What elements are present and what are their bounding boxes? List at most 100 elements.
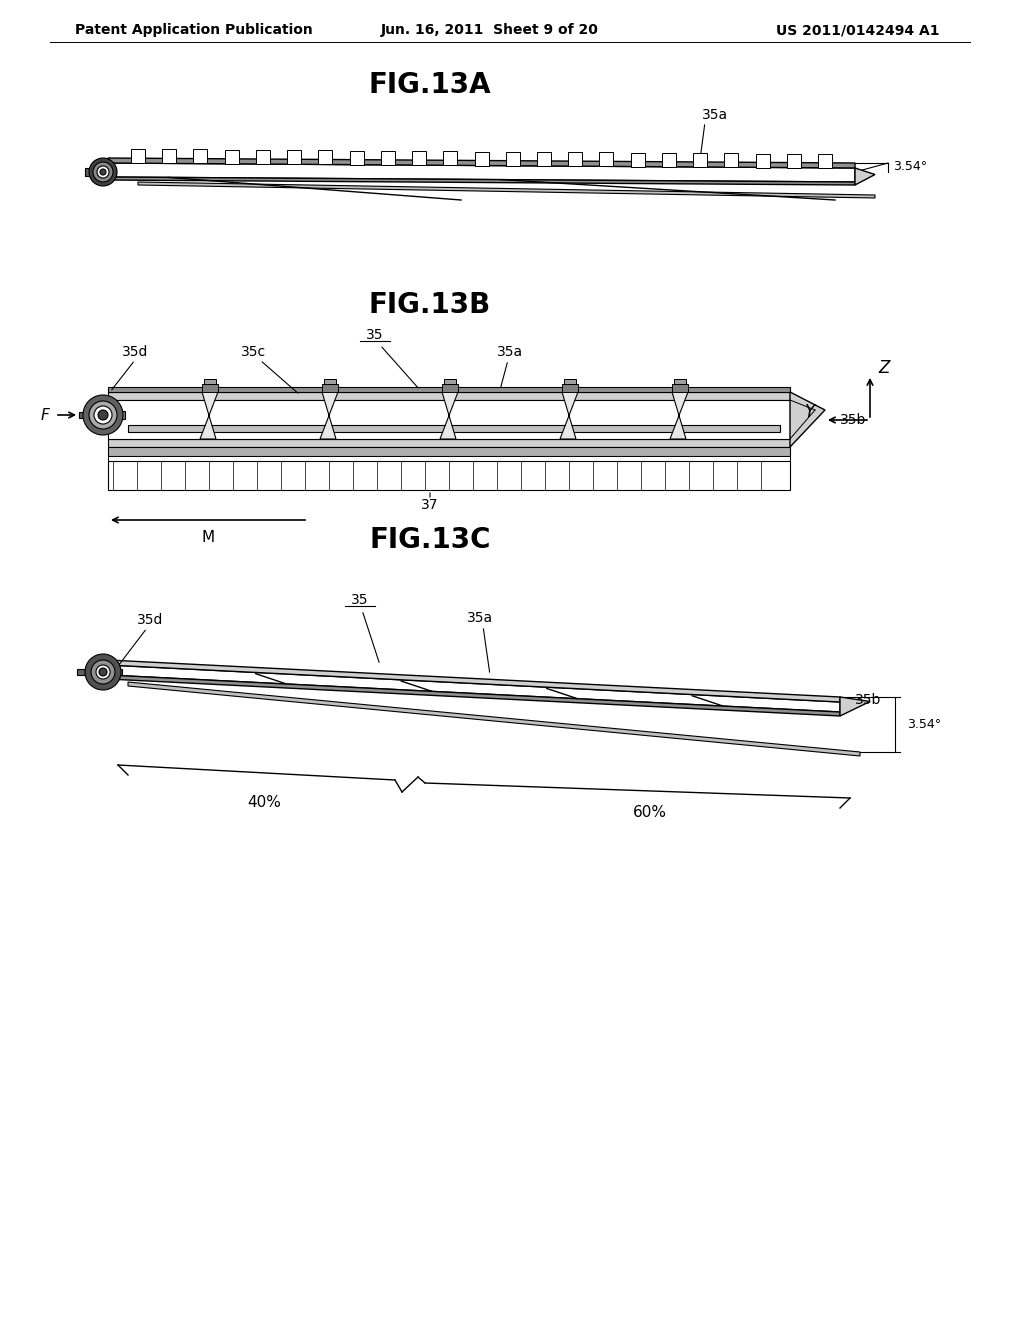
Circle shape (94, 407, 112, 424)
Text: 35a: 35a (701, 108, 728, 121)
Polygon shape (412, 150, 426, 165)
Text: 35c: 35c (241, 345, 265, 359)
Text: 35: 35 (367, 327, 384, 342)
Bar (108, 392, 790, 400)
Polygon shape (108, 660, 840, 702)
Bar (111, 411, 125, 418)
Text: 35d: 35d (122, 345, 148, 359)
Polygon shape (474, 152, 488, 165)
Text: FIG.13B: FIG.13B (369, 290, 492, 319)
Text: 35a: 35a (497, 345, 523, 359)
Polygon shape (138, 182, 874, 198)
Polygon shape (318, 150, 333, 165)
Text: 40%: 40% (247, 795, 281, 810)
Circle shape (97, 166, 109, 178)
Polygon shape (443, 152, 458, 165)
Polygon shape (855, 168, 874, 185)
Polygon shape (108, 162, 855, 182)
Bar (108, 461, 790, 490)
Polygon shape (131, 149, 145, 162)
Polygon shape (818, 154, 831, 168)
Polygon shape (506, 152, 520, 166)
Text: 3.54°: 3.54° (893, 161, 927, 173)
Polygon shape (224, 149, 239, 164)
Polygon shape (560, 392, 578, 440)
Bar (79, 412, 87, 418)
Bar (128, 425, 780, 432)
Polygon shape (381, 150, 395, 165)
Bar (202, 384, 218, 392)
Text: Y: Y (805, 403, 815, 421)
Polygon shape (287, 150, 301, 164)
Text: 35d: 35d (137, 612, 163, 627)
Polygon shape (662, 153, 676, 166)
Text: US 2011/0142494 A1: US 2011/0142494 A1 (776, 22, 940, 37)
Polygon shape (693, 153, 708, 168)
Circle shape (99, 668, 106, 676)
Text: Z: Z (878, 359, 890, 378)
Circle shape (96, 665, 110, 678)
Polygon shape (631, 153, 645, 166)
Circle shape (98, 411, 108, 420)
Polygon shape (790, 392, 825, 447)
Bar (674, 379, 686, 384)
Bar (444, 379, 456, 384)
Polygon shape (256, 150, 270, 164)
Bar (108, 455, 790, 461)
Text: M: M (202, 531, 215, 545)
Polygon shape (108, 177, 855, 185)
Bar (562, 384, 578, 392)
Polygon shape (108, 158, 855, 168)
Polygon shape (724, 153, 738, 168)
Text: Patent Application Publication: Patent Application Publication (75, 22, 312, 37)
Polygon shape (108, 675, 840, 715)
Polygon shape (670, 392, 688, 440)
Polygon shape (200, 392, 218, 440)
Circle shape (100, 169, 106, 176)
Polygon shape (440, 392, 458, 440)
Polygon shape (756, 153, 770, 168)
Circle shape (93, 162, 113, 182)
Bar (108, 440, 790, 447)
Bar (564, 379, 575, 384)
Polygon shape (840, 697, 870, 715)
Polygon shape (568, 152, 583, 166)
Bar (322, 384, 338, 392)
Text: 37: 37 (421, 498, 438, 512)
Polygon shape (319, 392, 338, 440)
Polygon shape (162, 149, 176, 164)
Text: FIG.13C: FIG.13C (370, 525, 490, 554)
Bar (672, 384, 688, 392)
Text: 3.54°: 3.54° (907, 718, 941, 731)
Bar (108, 387, 790, 392)
Polygon shape (349, 150, 364, 165)
Bar (204, 379, 216, 384)
Text: FIG.13A: FIG.13A (369, 71, 492, 99)
Circle shape (89, 158, 117, 186)
Text: 35: 35 (351, 593, 369, 607)
Circle shape (85, 653, 121, 690)
Text: 35b: 35b (840, 413, 866, 426)
Bar (85, 168, 95, 176)
Bar (324, 379, 336, 384)
Text: 35b: 35b (855, 693, 882, 708)
Bar (110, 669, 122, 675)
Text: Jun. 16, 2011  Sheet 9 of 20: Jun. 16, 2011 Sheet 9 of 20 (381, 22, 599, 37)
Polygon shape (108, 665, 840, 711)
Bar (77, 669, 85, 675)
Bar (111, 169, 116, 176)
Circle shape (83, 395, 123, 436)
Polygon shape (599, 152, 613, 166)
Circle shape (91, 660, 115, 684)
Text: F: F (40, 408, 49, 422)
Polygon shape (537, 152, 551, 166)
Circle shape (89, 401, 117, 429)
Bar (108, 400, 790, 440)
Polygon shape (194, 149, 208, 164)
Text: 60%: 60% (633, 805, 667, 820)
Polygon shape (128, 682, 860, 756)
Polygon shape (786, 153, 801, 168)
Bar (108, 447, 790, 455)
Text: 35a: 35a (467, 611, 494, 624)
Bar (442, 384, 458, 392)
